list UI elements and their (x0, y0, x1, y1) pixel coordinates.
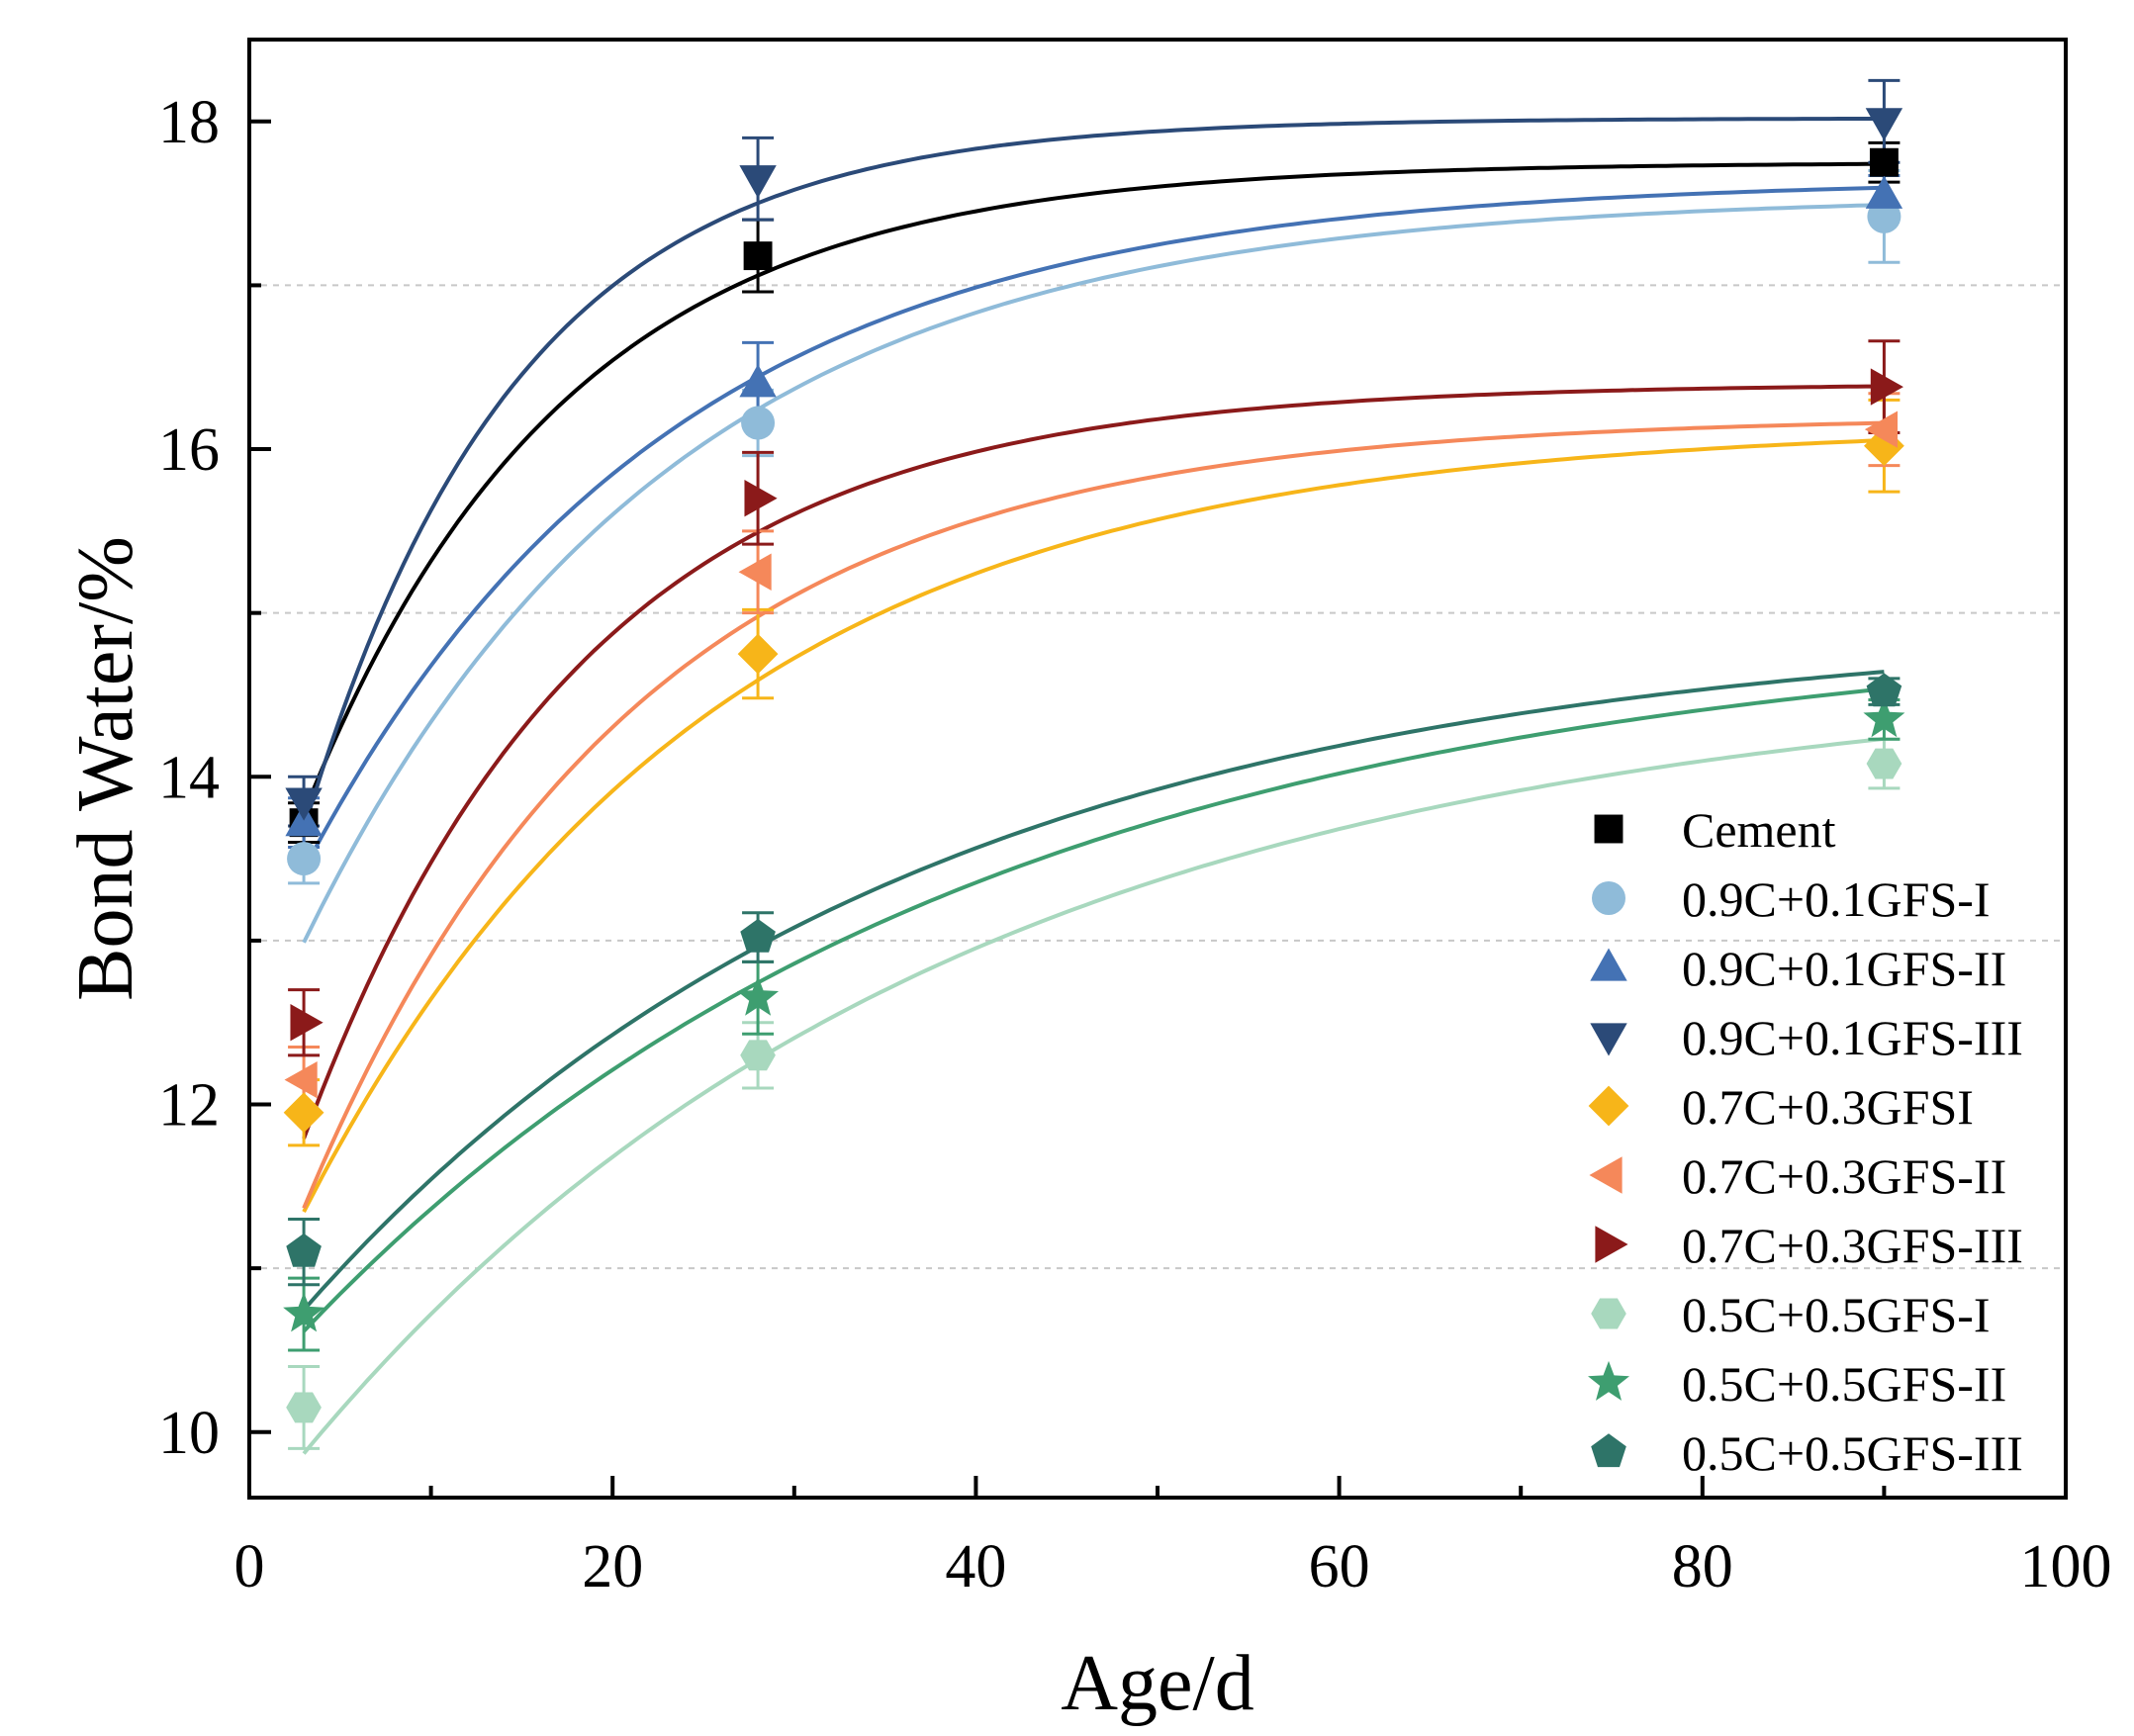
data-point (1865, 175, 1903, 209)
fit-curve (302, 116, 1885, 830)
data-point (741, 406, 776, 440)
legend-label: 0.7C+0.3GFSI (1682, 1079, 1974, 1135)
y-tick-label: 14 (158, 744, 220, 811)
legend-marker (1591, 1433, 1626, 1468)
data-point (286, 1392, 322, 1423)
data-point (1865, 108, 1903, 141)
legend-label: 0.7C+0.3GFS-II (1682, 1148, 2006, 1204)
data-markers (283, 108, 1905, 1423)
fit-curve (302, 736, 1885, 1455)
data-point (740, 1040, 776, 1071)
data-point (290, 1004, 324, 1042)
fit-curves (302, 116, 1885, 1455)
legend-marker (1588, 1085, 1629, 1127)
x-tick-label: 80 (1672, 1533, 1733, 1600)
data-point (743, 241, 773, 271)
data-point (1869, 147, 1899, 177)
legend-label: 0.9C+0.1GFS-II (1682, 941, 2006, 996)
data-point (1870, 368, 1903, 406)
data-point (738, 553, 772, 591)
y-tick-label: 10 (158, 1400, 220, 1467)
data-point (1866, 748, 1902, 779)
legend-marker (1589, 1156, 1623, 1194)
data-point (739, 165, 777, 199)
data-point (285, 787, 323, 821)
legend-marker (1590, 948, 1627, 981)
legend-label: 0.5C+0.5GFS-I (1682, 1287, 1991, 1342)
x-tick-label: 0 (234, 1533, 265, 1600)
data-point (284, 1060, 318, 1099)
y-tick-label: 16 (158, 416, 220, 484)
data-point (1863, 697, 1905, 738)
fit-curve (302, 384, 1885, 1140)
data-point (287, 842, 322, 876)
data-point (286, 1233, 322, 1267)
fit-curve (302, 203, 1885, 944)
legend-marker (1588, 1360, 1629, 1401)
legend-label: 0.9C+0.1GFS-I (1682, 871, 1991, 927)
fit-curve (302, 670, 1885, 1312)
data-point (744, 480, 778, 517)
legend-marker (1592, 881, 1625, 915)
x-axis-title: Age/d (1061, 1640, 1254, 1727)
legend-label: 0.7C+0.3GFS-III (1682, 1218, 2023, 1273)
fit-curve (302, 185, 1885, 871)
y-tick-label: 12 (158, 1072, 220, 1140)
fit-curve (302, 161, 1885, 814)
data-point (740, 918, 776, 953)
legend-label: 0.5C+0.5GFS-II (1682, 1356, 2006, 1412)
x-tick-label: 40 (945, 1533, 1006, 1600)
data-point (739, 364, 777, 398)
data-point (737, 633, 779, 675)
legend-marker (1594, 814, 1624, 844)
fit-curve (302, 420, 1885, 1210)
data-point (737, 975, 780, 1016)
data-point (283, 1292, 325, 1332)
legend-label: Cement (1682, 802, 1836, 858)
data-point (1864, 411, 1898, 448)
legend-marker (1590, 1023, 1627, 1056)
fit-curve (302, 438, 1885, 1214)
y-axis-title: Bond Water/% (62, 536, 149, 1001)
data-point (1864, 425, 1904, 467)
x-tick-label: 20 (582, 1533, 643, 1600)
fit-curve (302, 686, 1885, 1333)
data-point (283, 1092, 325, 1134)
x-tick-label: 60 (1309, 1533, 1370, 1600)
data-point (1866, 673, 1902, 707)
legend-label: 0.9C+0.1GFS-III (1682, 1010, 2023, 1065)
legend-marker (1591, 1298, 1626, 1329)
gridlines (249, 284, 2066, 1270)
legend: Cement 0.9C+0.1GFS-I 0.9C+0.1GFS-II 0.9C+0.… (1588, 802, 2023, 1481)
axes: 0 20 40 60 80 100 10 12 14 16 18 (158, 89, 2112, 1600)
x-tick-label: 100 (2020, 1533, 2112, 1600)
legend-label: 0.5C+0.5GFS-III (1682, 1425, 2023, 1481)
legend-marker (1595, 1226, 1628, 1263)
y-tick-label: 18 (158, 89, 220, 156)
